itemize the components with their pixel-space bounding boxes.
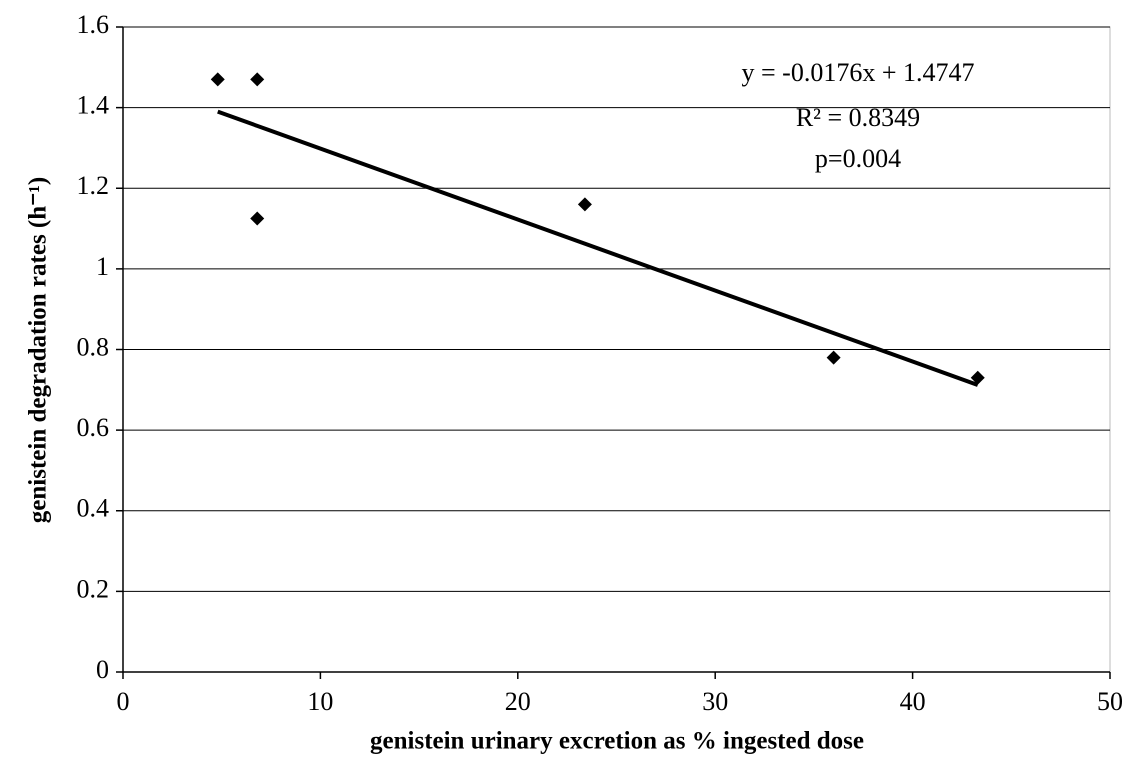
y-tick-label: 0.4 [77,494,110,523]
y-tick-label: 1.4 [77,91,110,120]
x-axis-label: genistein urinary excretion as % ingeste… [370,728,864,755]
x-tick-label: 10 [307,687,333,716]
annotation: R² = 0.8349 [796,103,920,132]
x-tick-label: 40 [900,687,926,716]
y-tick-label: 0 [96,655,109,684]
point [210,72,225,87]
point [970,370,985,385]
x-tick-label: 0 [117,687,130,716]
y-tick-label: 1 [96,252,109,281]
y-tick-label: 0.6 [77,413,110,442]
point [250,211,265,226]
annotation: y = -0.0176x + 1.4747 [742,58,975,87]
y-axis-label: genistein degradation rates (h⁻¹) [25,177,52,523]
y-tick-label: 0.8 [77,332,110,361]
y-tick-label: 0.2 [77,574,110,603]
point [577,197,592,212]
annotation: p=0.004 [815,144,901,173]
x-tick-label: 20 [505,687,531,716]
trendline [217,109,979,387]
y-tick-label: 1.6 [77,10,110,39]
x-tick-label: 30 [702,687,728,716]
point [250,72,265,87]
y-tick-label: 1.2 [77,171,110,200]
point [826,350,841,365]
x-tick-label: 50 [1097,687,1123,716]
